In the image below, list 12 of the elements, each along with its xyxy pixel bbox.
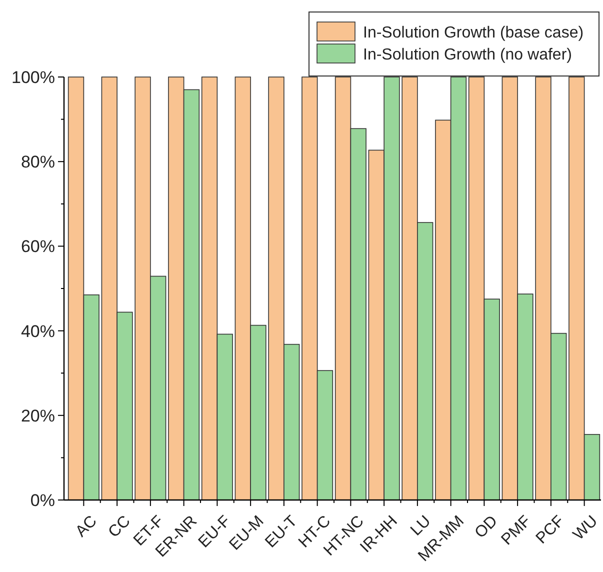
y-tick-label: 0% xyxy=(30,490,55,510)
x-tick-label: OD xyxy=(472,512,501,542)
y-tick-label: 80% xyxy=(20,152,55,172)
y-tick-label: 60% xyxy=(20,237,55,256)
legend-label: In-Solution Growth (no wafer) xyxy=(363,46,572,64)
x-tick-label: CC xyxy=(105,512,134,542)
y-tick-label: 20% xyxy=(20,406,55,426)
y-tick-label: 100% xyxy=(12,68,55,87)
x-tick-label: WU xyxy=(570,512,602,544)
x-tick-label: AC xyxy=(72,512,100,540)
y-tick-label: 40% xyxy=(20,322,55,341)
legend-label: In-Solution Growth (base case) xyxy=(363,24,584,42)
